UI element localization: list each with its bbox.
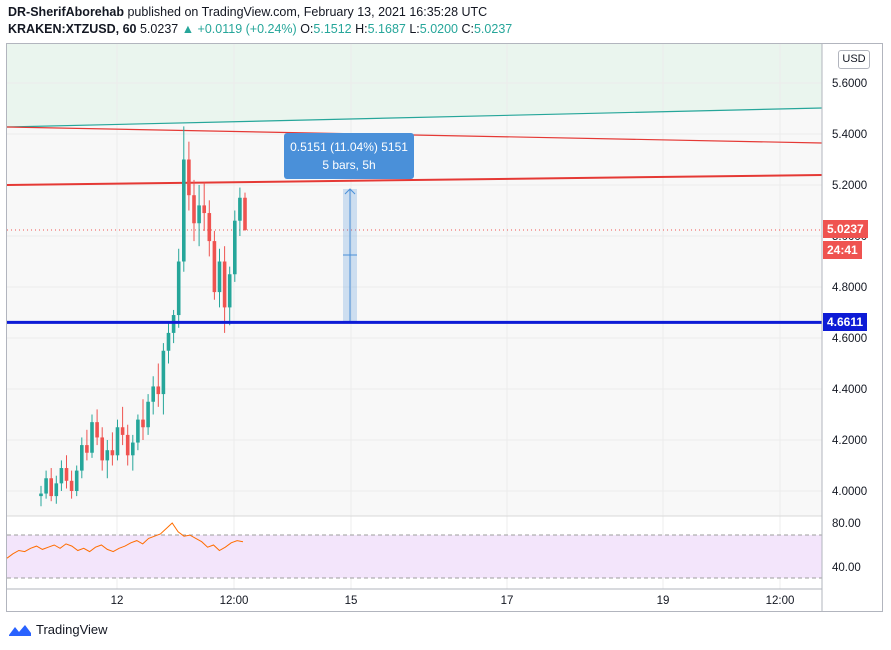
candle-body — [64, 468, 69, 481]
red-trendline-lower[interactable] — [6, 174, 823, 186]
candle-body — [161, 350, 166, 395]
candle-body — [39, 493, 43, 497]
candle-body — [197, 205, 201, 224]
candle-body — [120, 427, 125, 435]
candle-body — [182, 159, 186, 262]
candle-body — [166, 332, 171, 351]
candle-body — [136, 419, 140, 443]
price-tick-label: 4.6000 — [832, 333, 867, 345]
candle-body — [192, 195, 196, 224]
candle-body — [105, 450, 110, 461]
symbol-info: KRAKEN:XTZUSD, 60 5.0237 ▲ +0.0119 (+0.2… — [8, 22, 512, 36]
candle-body — [217, 261, 222, 293]
candle-body — [146, 401, 150, 428]
time-tick-label: 12:00 — [220, 595, 249, 607]
candle-body — [74, 470, 79, 491]
candle-body — [90, 422, 94, 453]
measure-tooltip: 0.5151 (11.04%) 5151 5 bars, 5h — [284, 133, 414, 179]
measure-bars: 5 bars, 5h — [322, 158, 376, 172]
candle-body — [227, 274, 232, 308]
red-trendline-upper[interactable] — [6, 126, 823, 144]
price-tick-label: 5.4000 — [832, 129, 867, 141]
candle-body — [222, 261, 227, 308]
time-tick-label: 12:00 — [766, 595, 795, 607]
footer-brand-label: TradingView — [36, 622, 108, 637]
chart-frame[interactable] — [6, 43, 883, 612]
time-axis[interactable]: 12 12:00 15 17 19 12:00 — [111, 595, 795, 607]
price-tick-label: 5.6000 — [832, 78, 867, 90]
price-tick-label: 4.4000 — [832, 384, 867, 396]
measure-value: 0.5151 (11.04%) 5151 — [290, 140, 408, 154]
candle-body — [54, 483, 59, 497]
candle-body — [212, 241, 217, 293]
price-tick-label: 4.0000 — [832, 486, 867, 498]
price-tick-label: 4.2000 — [832, 435, 867, 447]
time-tick-label: 15 — [345, 595, 358, 607]
rsi-band — [7, 535, 822, 578]
measure-arrow-head — [344, 188, 356, 195]
countdown-tag: 24:41 — [823, 241, 862, 259]
open-label: O: — [300, 22, 314, 36]
candle-body — [187, 159, 191, 196]
candle-body — [69, 480, 74, 491]
candle-body — [131, 442, 135, 456]
candle-body — [49, 478, 53, 497]
candle-body — [110, 450, 115, 456]
time-tick-label: 12 — [111, 595, 124, 607]
close-value: 5.0237 — [473, 22, 513, 36]
candle-body — [243, 197, 247, 230]
publish-info: DR-SherifAborehab published on TradingVi… — [8, 5, 487, 19]
low-value: 5.0200 — [419, 22, 458, 36]
rsi-line — [6, 522, 244, 559]
price-change: ▲ +0.0119 (+0.24%) — [181, 22, 297, 36]
candle-body — [238, 197, 242, 221]
time-tick-label: 19 — [657, 595, 670, 607]
level-price-tag: 4.6611 — [823, 313, 868, 331]
candle-body — [95, 422, 99, 438]
last-price-tag: 5.0237 — [823, 220, 868, 238]
candle-body — [80, 445, 84, 471]
close-label: C: — [461, 22, 474, 36]
green-zone — [7, 44, 822, 127]
rsi-tick-label: 80.00 — [832, 518, 861, 530]
candle-body — [125, 434, 130, 456]
currency-button[interactable]: USD — [838, 50, 870, 69]
candle-body — [115, 427, 120, 456]
footer-brand[interactable]: TradingView — [8, 622, 108, 637]
symbol-label: KRAKEN:XTZUSD, 60 — [8, 22, 137, 36]
tradingview-logo-icon — [9, 624, 31, 636]
candle-body — [233, 220, 237, 275]
high-value: 5.1687 — [367, 22, 406, 36]
price-tick-label: 4.8000 — [832, 282, 867, 294]
time-tick-label: 17 — [501, 595, 514, 607]
candle-body — [176, 261, 181, 316]
candle-body — [59, 468, 64, 484]
candles — [39, 126, 247, 507]
published-text: published on TradingView.com, February 1… — [127, 5, 488, 19]
candle-body — [85, 445, 89, 453]
candle-body — [156, 386, 161, 395]
green-trendline[interactable] — [6, 107, 823, 128]
candle-body — [171, 315, 176, 333]
open-value: 5.1512 — [313, 22, 352, 36]
low-label: L: — [409, 22, 420, 36]
author-name[interactable]: DR-SherifAborehab — [8, 5, 124, 19]
candle-body — [202, 205, 206, 214]
candle-body — [207, 213, 212, 242]
rsi-axis: 80.00 40.00 — [832, 518, 861, 574]
last-price: 5.0237 — [139, 22, 179, 36]
price-axis[interactable]: 5.60005.40005.20005.00004.80004.60004.40… — [832, 78, 867, 498]
candle-body — [151, 386, 155, 402]
rsi-tick-label: 40.00 — [832, 562, 861, 574]
candle-body — [44, 478, 48, 494]
high-label: H: — [355, 22, 368, 36]
price-tick-label: 5.2000 — [832, 180, 867, 192]
candle-body — [100, 437, 104, 461]
candle-body — [141, 419, 145, 428]
